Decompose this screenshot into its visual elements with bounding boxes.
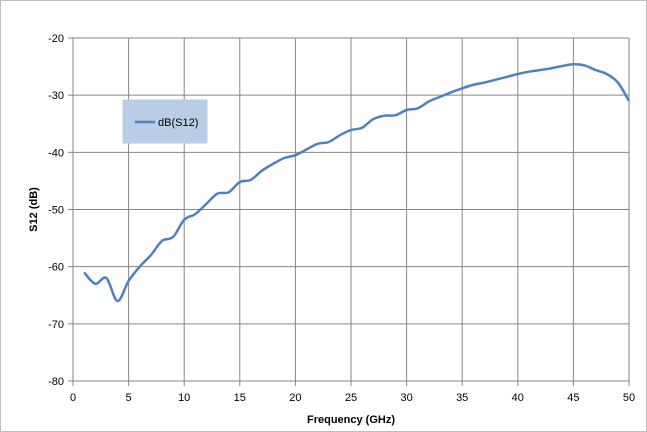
y-tick-label: -60 bbox=[48, 262, 64, 274]
x-tick-label: 40 bbox=[512, 392, 524, 404]
x-tick-label: 20 bbox=[289, 392, 301, 404]
series-lines bbox=[83, 63, 631, 303]
legend: dB(S12) bbox=[122, 99, 208, 144]
y-tick-label: -30 bbox=[48, 90, 64, 102]
y-axis-title: S12 (dB) bbox=[28, 187, 40, 232]
x-tick-label: 10 bbox=[178, 392, 190, 404]
legend-entry: dB(S12) bbox=[158, 117, 198, 129]
x-tick-label: 50 bbox=[623, 392, 635, 404]
y-tick-label: -20 bbox=[48, 33, 64, 45]
x-tick-label: 35 bbox=[456, 392, 468, 404]
y-tick-label: -70 bbox=[48, 319, 64, 331]
y-tick-label: -80 bbox=[48, 376, 64, 388]
series-line bbox=[83, 63, 631, 303]
x-tick-label: 30 bbox=[400, 392, 412, 404]
x-tick-label: 25 bbox=[345, 392, 357, 404]
axes bbox=[68, 37, 630, 386]
tick-labels: 0 5 10 15 20 25 30 35 40 45 50 -20 -30 -40 -50 -60 -70 -8… bbox=[48, 33, 635, 404]
y-tick-label: -40 bbox=[48, 147, 64, 159]
y-tick-label: -50 bbox=[48, 205, 64, 217]
x-axis-title: Frequency (GHz) bbox=[307, 414, 395, 426]
x-tick-label: 45 bbox=[567, 392, 579, 404]
grid bbox=[73, 37, 630, 381]
x-tick-label: 15 bbox=[234, 392, 246, 404]
x-tick-label: 5 bbox=[126, 392, 132, 404]
x-tick-label: 0 bbox=[70, 392, 76, 404]
